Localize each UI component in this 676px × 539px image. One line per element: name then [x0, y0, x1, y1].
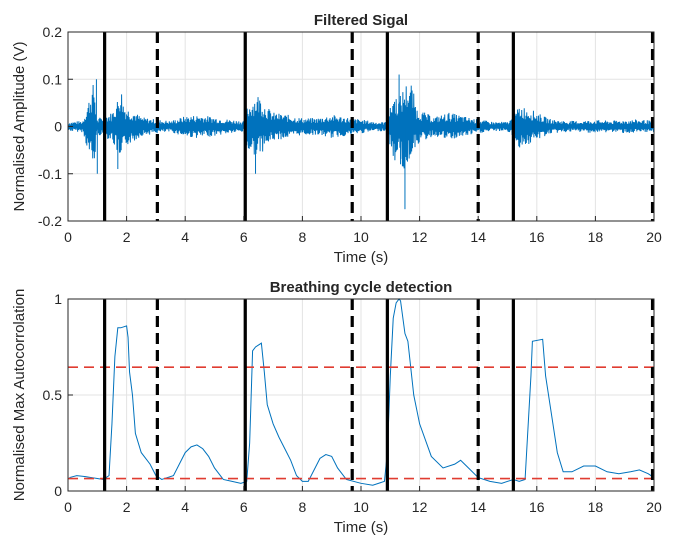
filtered-signal-x-tick-label: 2	[123, 229, 131, 245]
breathing-cycle-ticks: 0 2 4 6 8 10 12 14 16 18 20 0 0.5 1	[43, 291, 662, 515]
breathing-cycle-panel: 0 2 4 6 8 10 12 14 16 18 20 0 0.5 1 Breathing cycle d…	[11, 279, 662, 536]
breathing-cycle-x-tick-label: 8	[299, 499, 307, 515]
filtered-signal-title: Filtered Sigal	[314, 12, 408, 29]
filtered-signal-y-tick-label: 0.1	[43, 71, 63, 87]
breathing-cycle-x-tick-label: 10	[353, 499, 369, 515]
breathing-cycle-autocorrelation-line	[69, 298, 655, 486]
filtered-signal-x-tick-label: 12	[412, 229, 428, 245]
filtered-signal-x-tick-label: 18	[588, 229, 604, 245]
filtered-signal-x-tick-label: 4	[181, 229, 189, 245]
filtered-signal-x-tick-label: 10	[353, 229, 369, 245]
breathing-cycle-x-tick-label: 20	[646, 499, 662, 515]
filtered-signal-y-axis-label: Normalised Amplitude (V)	[11, 41, 28, 211]
breathing-cycle-y-tick-label: 0.5	[43, 387, 63, 403]
filtered-signal-x-tick-label: 8	[299, 229, 307, 245]
filtered-signal-y-tick-label: -0.2	[38, 213, 62, 229]
breathing-cycle-x-tick-label: 12	[412, 499, 428, 515]
breathing-cycle-x-tick-label: 18	[588, 499, 604, 515]
breathing-cycle-plot-area	[68, 298, 655, 486]
filtered-signal-markers	[103, 32, 655, 221]
filtered-signal-panel: 0 2 4 6 8 10 12 14 16 18 20 -0.2 -0.1 0 0.1 0.2 Filtere…	[11, 12, 662, 266]
breathing-cycle-x-axis-label: Time (s)	[334, 519, 388, 536]
filtered-signal-x-tick-label: 6	[240, 229, 248, 245]
breathing-cycle-x-tick-label: 4	[181, 499, 189, 515]
breathing-cycle-x-tick-label: 0	[64, 499, 72, 515]
breathing-cycle-x-tick-label: 6	[240, 499, 248, 515]
breathing-cycle-title: Breathing cycle detection	[270, 279, 453, 296]
breathing-cycle-markers	[103, 299, 655, 491]
breathing-cycle-x-tick-label: 14	[470, 499, 486, 515]
filtered-signal-y-tick-label: -0.1	[38, 166, 62, 182]
filtered-signal-plot-area	[67, 74, 655, 210]
filtered-signal-x-tick-label: 20	[646, 229, 662, 245]
breathing-cycle-x-tick-label: 16	[529, 499, 545, 515]
breathing-cycle-y-tick-label: 1	[54, 291, 62, 307]
filtered-signal-y-tick-label: 0.2	[43, 24, 63, 40]
filtered-signal-signal-trace	[67, 84, 655, 169]
filtered-signal-x-tick-label: 16	[529, 229, 545, 245]
filtered-signal-x-axis-label: Time (s)	[334, 249, 388, 266]
breathing-cycle-y-tick-label: 0	[54, 483, 62, 499]
breathing-cycle-y-axis-label: Normalised Max Autocorrolation	[11, 289, 28, 502]
filtered-signal-y-tick-label: 0	[54, 119, 62, 135]
filtered-signal-x-tick-label: 0	[64, 229, 72, 245]
breathing-cycle-x-tick-label: 2	[123, 499, 131, 515]
filtered-signal-x-tick-label: 14	[470, 229, 486, 245]
filtered-signal-ticks: 0 2 4 6 8 10 12 14 16 18 20 -0.2 -0.1 0 0.1 0.2	[38, 24, 662, 245]
